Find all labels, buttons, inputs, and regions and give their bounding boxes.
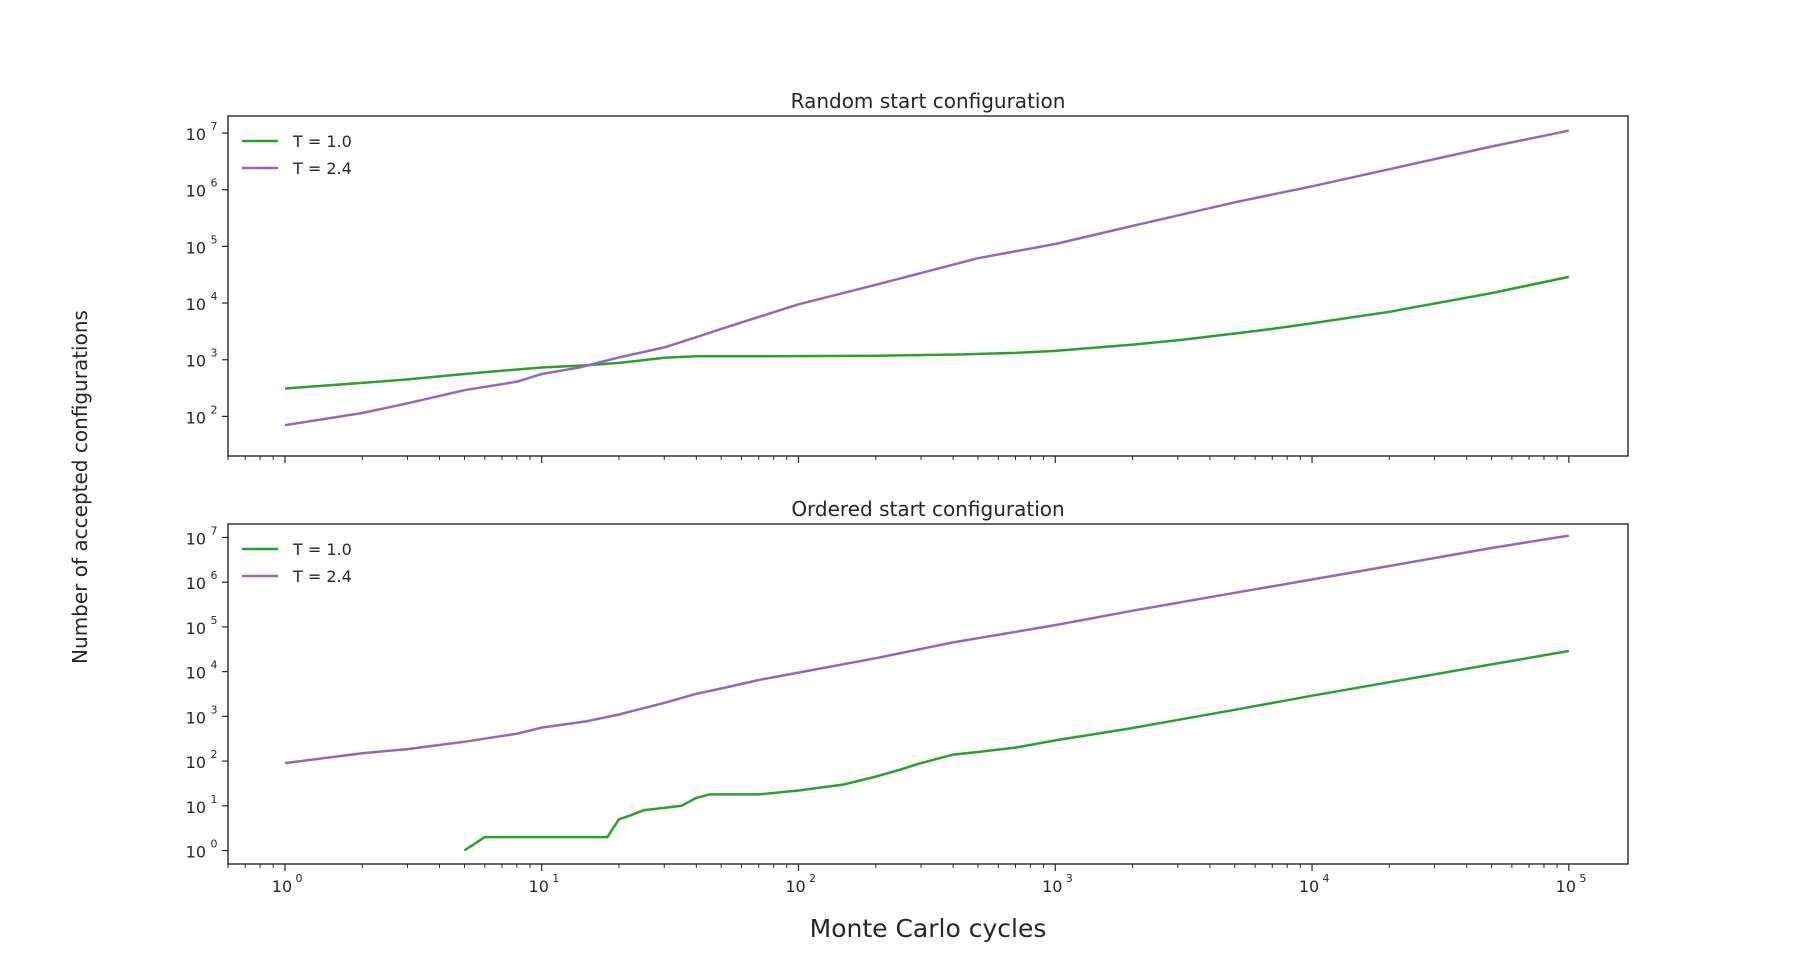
y-tick-label: 10: [186, 664, 206, 683]
x-tick-exponent: 0: [295, 872, 302, 885]
subplot-random-start: Random start configuration 10 2 10 3 10 4 10 5 10…: [186, 89, 1629, 463]
series-line-t-2-4: [284, 129, 1570, 427]
legend-label-t-1-0: T = 1.0: [292, 540, 352, 559]
y-tick-exponent: 2: [211, 748, 218, 761]
y-tick-label: 10: [186, 408, 206, 427]
y-tick-label: 10: [186, 708, 206, 727]
axes-frame: [227, 115, 1629, 457]
x-axis-label: Monte Carlo cycles: [810, 914, 1047, 943]
y-tick-label: 10: [186, 238, 206, 257]
y-tick-label: 10: [186, 798, 206, 817]
series-line-t-1-0: [284, 275, 1570, 390]
y-tick-exponent: 5: [211, 614, 218, 627]
y-tick-exponent: 3: [211, 347, 218, 360]
y-tick-label: 10: [186, 529, 206, 548]
x-tick-label: 10: [1042, 877, 1062, 896]
y-tick-exponent: 7: [211, 524, 218, 537]
x-tick-exponent: 3: [1066, 872, 1073, 885]
chart-title: Ordered start configuration: [791, 497, 1064, 521]
legend-label-t-2-4: T = 2.4: [292, 567, 352, 586]
y-tick-label: 10: [186, 352, 206, 371]
y-tick-label: 10: [186, 619, 206, 638]
y-tick-exponent: 7: [211, 120, 218, 133]
x-tick-label: 10: [529, 877, 549, 896]
y-tick-label: 10: [186, 125, 206, 144]
x-tick-label: 10: [1556, 877, 1576, 896]
x-tick-exponent: 1: [552, 872, 559, 885]
y-axis-label: Number of accepted configurations: [68, 310, 92, 664]
y-tick-label: 10: [186, 295, 206, 314]
y-tick-label: 10: [186, 843, 206, 862]
y-tick-label: 10: [186, 182, 206, 201]
y-tick-exponent: 2: [211, 403, 218, 416]
y-tick-exponent: 4: [211, 290, 218, 303]
y-tick-exponent: 6: [211, 569, 218, 582]
x-tick-exponent: 4: [1323, 872, 1330, 885]
axes-frame: [227, 523, 1629, 865]
legend-label-t-1-0: T = 1.0: [292, 132, 352, 151]
x-tick-label: 10: [1299, 877, 1319, 896]
series-line-t-1-0: [463, 649, 1570, 852]
legend-label-t-2-4: T = 2.4: [292, 159, 352, 178]
x-tick-label: 10: [785, 877, 805, 896]
y-tick-label: 10: [186, 574, 206, 593]
y-tick-exponent: 6: [211, 177, 218, 190]
x-tick-label: 10: [272, 877, 292, 896]
y-tick-exponent: 4: [211, 659, 218, 672]
x-tick-exponent: 5: [1579, 872, 1586, 885]
y-tick-exponent: 3: [211, 703, 218, 716]
series-line-t-2-4: [284, 534, 1569, 765]
chart-title: Random start configuration: [791, 89, 1066, 113]
y-tick-exponent: 5: [211, 233, 218, 246]
x-tick-exponent: 2: [809, 872, 816, 885]
y-tick-exponent: 0: [211, 838, 218, 851]
y-tick-label: 10: [186, 753, 206, 772]
y-tick-exponent: 1: [211, 793, 218, 806]
